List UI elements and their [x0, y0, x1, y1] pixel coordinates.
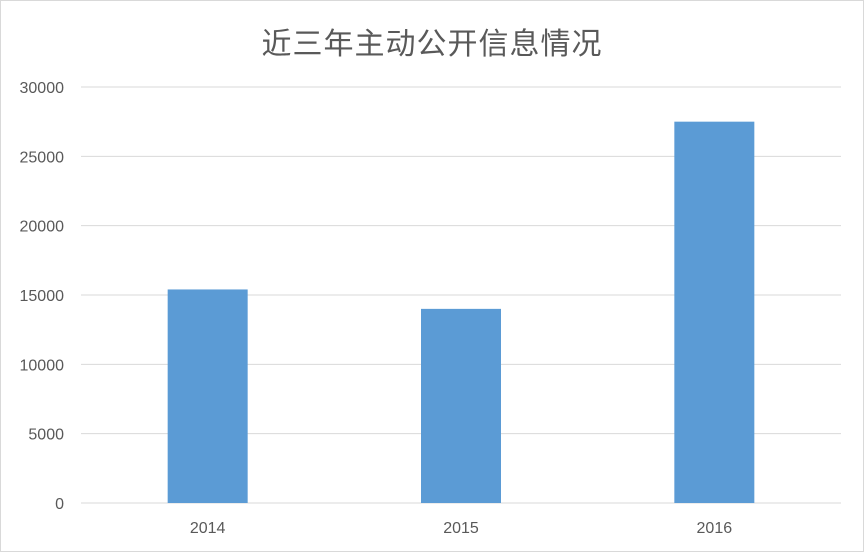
- x-tick-label: 2015: [443, 520, 479, 537]
- y-tick-label: 25000: [20, 149, 65, 166]
- y-tick-label: 15000: [20, 288, 65, 305]
- chart-title: 近三年主动公开信息情况: [261, 27, 603, 62]
- bar-2014: [167, 289, 248, 503]
- y-tick-label: 5000: [28, 427, 64, 444]
- bar-2015: [421, 308, 501, 503]
- bar-2016: [674, 121, 755, 504]
- y-tick-label: 20000: [20, 219, 65, 236]
- y-tick-label: 0: [55, 496, 64, 513]
- y-tick-label: 30000: [20, 80, 65, 97]
- x-tick-label: 2016: [697, 520, 733, 537]
- x-tick-label: 2014: [190, 520, 226, 537]
- y-tick-label: 10000: [20, 357, 65, 374]
